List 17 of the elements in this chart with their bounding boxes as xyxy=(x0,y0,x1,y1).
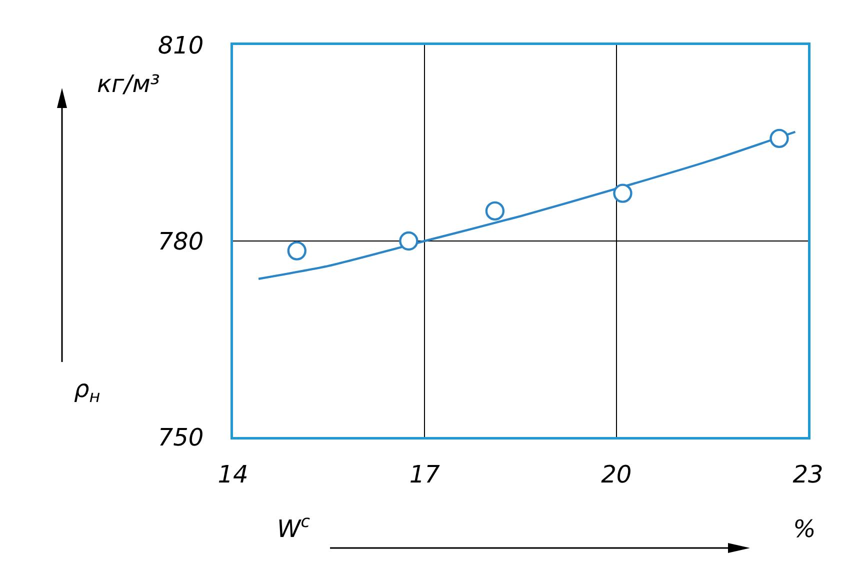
x-tick-label: 23 xyxy=(792,460,824,488)
line-series xyxy=(257,130,796,280)
x-axis-title: W$^{с}$ xyxy=(277,511,310,544)
point xyxy=(613,184,632,203)
x-tick-label: 14 xyxy=(218,460,248,488)
y-axis-title: ρ$_{н}$ xyxy=(74,375,100,406)
point xyxy=(399,231,418,251)
y-tick-label: 780 xyxy=(158,227,204,256)
y-tick-label: 750 xyxy=(158,423,204,452)
x-tick-label: 20 xyxy=(601,460,632,488)
text: % xyxy=(793,515,816,543)
x-tick-label: 17 xyxy=(409,460,441,488)
text: кг/м³ xyxy=(97,70,160,98)
point xyxy=(770,128,789,148)
point xyxy=(287,241,306,260)
y-tick-label: 810 xyxy=(158,31,204,60)
point xyxy=(485,201,505,221)
